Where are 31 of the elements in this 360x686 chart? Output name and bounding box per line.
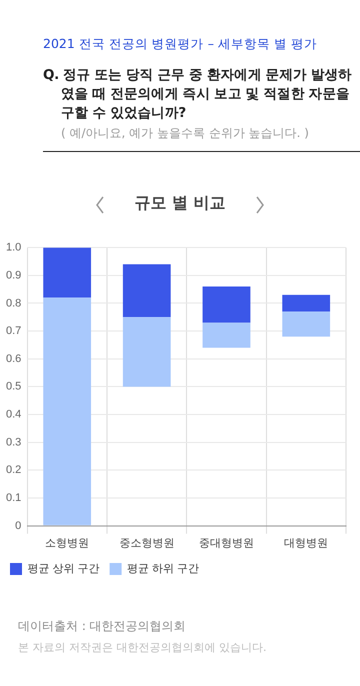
- x-tick-label: 대형병원: [284, 537, 328, 550]
- y-tick-label: 0.5: [6, 380, 22, 393]
- y-tick-label: 0.1: [6, 492, 22, 504]
- legend-label: 평균 상위 구간: [28, 563, 100, 576]
- y-tick-label: 0.3: [6, 436, 22, 448]
- y-tick-label: 0.2: [6, 464, 22, 476]
- bar: [282, 312, 330, 337]
- x-tick-label: 중소형병원: [119, 537, 174, 550]
- x-tick-label: 중대형병원: [198, 537, 254, 550]
- bar: [202, 322, 250, 348]
- y-tick-label: 0: [15, 520, 22, 532]
- y-tick-label: 1.0: [6, 242, 22, 254]
- chart-subtitle: Q. 정규 또는 당직 근무 중 환자에게 문제가 발생하였을 때 전문의에게 즉시 보고 및 적절한 자문을 구할 수 있었습니까?: [43, 66, 353, 123]
- text: 데이터출처 : 대한전공의협의회: [18, 618, 186, 635]
- bar: [43, 298, 92, 526]
- bar: [122, 317, 171, 387]
- bar: [43, 248, 92, 298]
- text: 규모 별 비교: [133, 193, 227, 214]
- text: ( 예/아니요, 예가 높을수록 순위가 높습니다. ): [61, 125, 309, 142]
- y-tick-label: 0.8: [6, 297, 22, 310]
- bar: [202, 286, 250, 323]
- chart-title: 2021 전국 전공의 병원평가 – 세부항목 별 평가: [43, 36, 317, 53]
- y-tick-label: 0.4: [6, 408, 22, 421]
- y-tick-label: 0.6: [6, 352, 22, 365]
- bar: [122, 264, 171, 318]
- legend-label: 평균 하위 구간: [127, 563, 200, 576]
- y-tick-label: 0.9: [6, 269, 22, 282]
- text: 본 자료의 저작권은 대한전공의협의회에 있습니다.: [18, 640, 266, 655]
- x-tick-label: 소형병원: [45, 537, 90, 550]
- y-tick-label: 0.7: [6, 325, 22, 338]
- bar: [282, 294, 330, 312]
